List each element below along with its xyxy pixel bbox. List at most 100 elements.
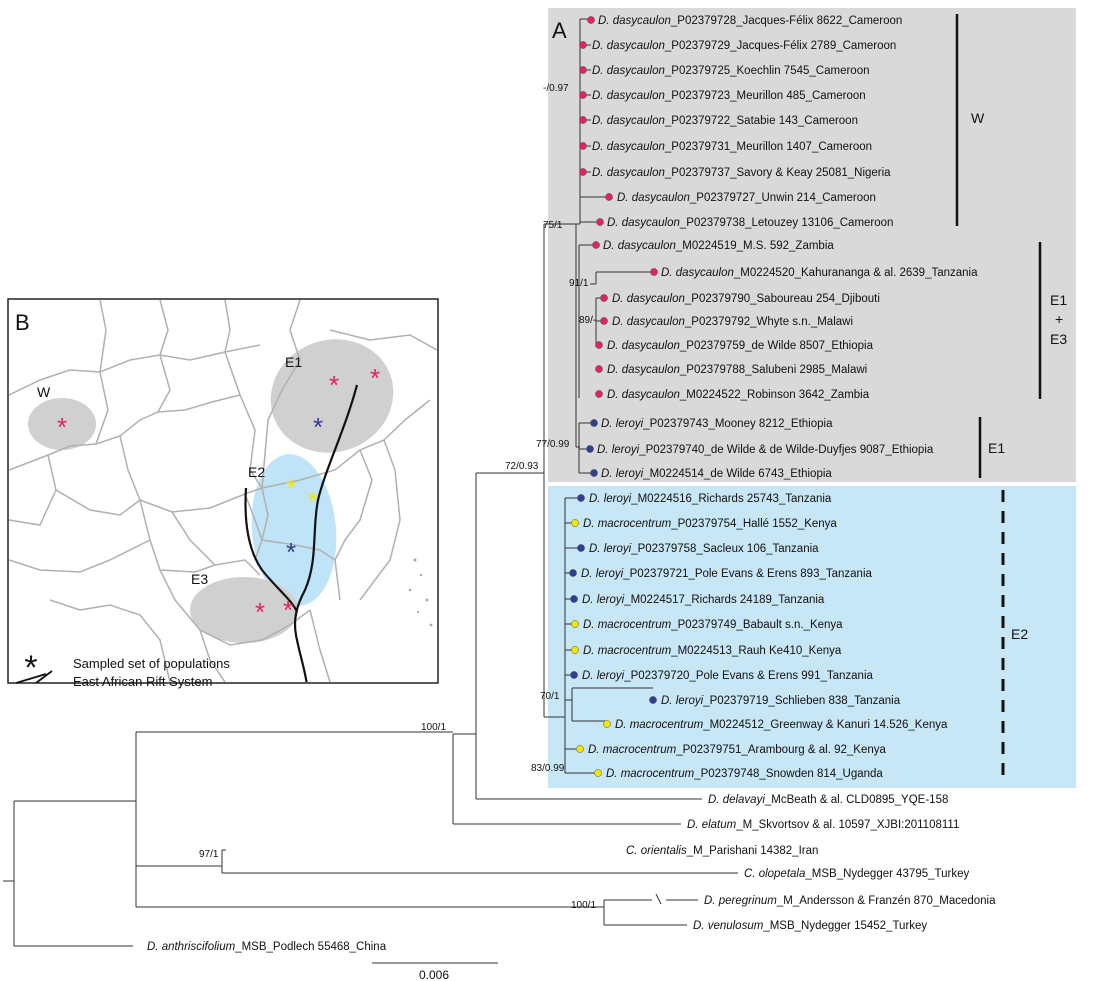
asterisk-yellow-e2b: * xyxy=(308,486,318,516)
tip-label: D. leroyi_M0224517_Richards 24189_Tanzan… xyxy=(582,594,825,606)
tip-label: D. macrocentrum_P02379749_Babault s.n._K… xyxy=(583,619,843,631)
tip-dots xyxy=(569,16,658,777)
tip-dot xyxy=(594,769,602,777)
region-e3 xyxy=(190,577,298,643)
tip-label: D. dasycaulon_P02379737_Savory & Keay 25… xyxy=(592,167,891,179)
panel-a-label: A xyxy=(552,18,567,43)
tip-dot xyxy=(579,41,587,49)
clade-label-e1: E1 xyxy=(1050,292,1067,308)
tip-label: C. olopetala_MSB_Nydegger 43795_Turkey xyxy=(744,868,969,880)
panel-b-label: B xyxy=(15,310,30,335)
map-label-e3: E3 xyxy=(191,571,208,587)
support-value: 83/0.99 xyxy=(531,763,565,774)
tip-dot xyxy=(605,193,613,201)
tip-label: D. macrocentrum_P02379748_Snowden 814_Ug… xyxy=(606,768,883,780)
legend-asterisk-icon: * xyxy=(24,649,37,687)
tip-label: D. leroyi_P02379740_de Wilde & de Wilde-… xyxy=(597,444,934,456)
map-legend: * Sampled set of populations East Africa… xyxy=(15,649,230,689)
tip-dot xyxy=(579,168,587,176)
clade-label-e1b: E1 xyxy=(988,440,1005,456)
clade-box-blue xyxy=(548,486,1076,788)
tip-label: D. dasycaulon_P02379731_Meurillon 1407_C… xyxy=(592,141,872,153)
region-e1 xyxy=(270,339,394,453)
tip-label: D. leroyi_P02379758_Sacleux 106_Tanzania xyxy=(589,543,819,555)
tip-label: D. leroyi_P02379721_Pole Evans & Erens 8… xyxy=(581,568,873,580)
tip-dot xyxy=(571,519,579,527)
clade-label-e2: E2 xyxy=(1011,626,1028,642)
asterisk-red-e1a: * xyxy=(329,370,339,400)
region-e2 xyxy=(251,454,337,606)
asterisk-red-e1b: * xyxy=(370,363,380,393)
tip-dot xyxy=(579,116,587,124)
region-w xyxy=(28,398,96,450)
tip-label: D. dasycaulon_P02379738_Letouzey 13106_C… xyxy=(607,217,893,229)
rift-system-lines xyxy=(244,384,359,682)
tip-label: D. dasycaulon_P02379788_Salubeni 2985_Ma… xyxy=(607,364,867,376)
country-borders xyxy=(9,300,437,682)
tip-label: D. dasycaulon_P02379792_Whyte s.n._Malaw… xyxy=(612,316,853,328)
tip-label: D. leroyi_P02379719_Schlieben 838_Tanzan… xyxy=(661,695,901,707)
tip-label: D. macrocentrum_M0224512_Greenway & Kanu… xyxy=(615,719,948,731)
legend-rift-icon xyxy=(15,670,53,684)
clade-box-grey xyxy=(548,8,1076,482)
legend-sampled: Sampled set of populations xyxy=(73,656,230,671)
tip-label: D. anthriscifolium_MSB_Podlech 55468_Chi… xyxy=(147,941,387,953)
tip-dot xyxy=(649,696,657,704)
tip-dot xyxy=(586,445,594,453)
tip-dot xyxy=(603,720,611,728)
tip-label: D. dasycaulon_M0224519_M.S. 592_Zambia xyxy=(603,240,834,252)
support-value: 70/1 xyxy=(540,691,560,702)
asterisk-red-w: * xyxy=(57,412,67,442)
tip-dot xyxy=(595,390,603,398)
asterisk-blue-e1: * xyxy=(313,412,323,442)
tip-label: D. dasycaulon_M0224520_Kahurananga & al.… xyxy=(661,267,978,279)
support-value: -/0.97 xyxy=(543,83,569,94)
tip-label: D. leroyi_M0224516_Richards 25743_Tanzan… xyxy=(589,493,832,505)
support-value: 91/1 xyxy=(569,278,589,289)
tip-label: D. elatum_M_Skvortsov & al. 10597_XJBI:2… xyxy=(687,819,959,831)
tip-label: D. dasycaulon_P02379722_Satabie 143_Came… xyxy=(592,115,858,127)
tip-dot xyxy=(596,218,604,226)
tip-dot xyxy=(579,142,587,150)
tip-label: D. leroyi_P02379720_Pole Evans & Erens 9… xyxy=(582,670,874,682)
support-value: 100/1 xyxy=(571,900,596,911)
clade-label-e3: E3 xyxy=(1050,331,1067,347)
tip-label: D. dasycaulon_P02379723_Meurillon 485_Ca… xyxy=(592,90,866,102)
support-value: 72/0.93 xyxy=(505,461,539,472)
tip-label: D. dasycaulon_P02379725_Koechlin 7545_Ca… xyxy=(592,65,869,77)
map-label-w: W xyxy=(37,384,51,400)
tip-label: D. dasycaulon_P02379727_Unwin 214_Camero… xyxy=(617,192,876,204)
tip-labels: D. dasycaulon_P02379728_Jacques-Félix 86… xyxy=(147,15,996,953)
tip-dot xyxy=(571,620,579,628)
tip-dot xyxy=(600,294,608,302)
tip-label: D. macrocentrum_P02379754_Hallé 1552_Ken… xyxy=(583,518,837,530)
support-value: 97/1 xyxy=(199,849,219,860)
tip-label: D. macrocentrum_M0224513_Rauh Ke410_Keny… xyxy=(583,645,842,657)
support-values: -/0.97 75/1 91/1 89/- 77/0.99 72/0.93 70… xyxy=(199,83,596,911)
support-value: 100/1 xyxy=(421,722,446,733)
population-asterisks: * * * * * * * * * xyxy=(57,363,380,627)
tip-dot xyxy=(650,268,658,276)
tip-dot xyxy=(590,419,598,427)
clade-bars xyxy=(955,14,1042,778)
tip-dot xyxy=(579,91,587,99)
clade-label-w: W xyxy=(971,110,985,126)
asterisk-red-e3b: * xyxy=(283,595,293,625)
tip-dot xyxy=(577,494,585,502)
clade-label-plus: + xyxy=(1055,311,1063,327)
tip-dot xyxy=(570,595,578,603)
scale-label: 0.006 xyxy=(419,968,449,981)
coast-dots xyxy=(408,558,433,627)
tip-dot xyxy=(600,317,608,325)
tip-label: D. macrocentrum_P02379751_Arambourg & al… xyxy=(588,744,887,756)
asterisk-blue-e2: * xyxy=(286,537,296,567)
legend-rift: East African Rift System xyxy=(73,674,212,689)
tip-dot xyxy=(570,671,578,679)
tip-label: D. dasycaulon_P02379728_Jacques-Félix 86… xyxy=(598,15,902,27)
tip-label: D. dasycaulon_M0224522_Robinson 3642_Zam… xyxy=(607,389,870,401)
asterisk-red-e3a: * xyxy=(255,597,265,627)
tip-dot xyxy=(590,469,598,477)
tip-dot xyxy=(571,646,579,654)
support-value: 75/1 xyxy=(543,220,563,231)
